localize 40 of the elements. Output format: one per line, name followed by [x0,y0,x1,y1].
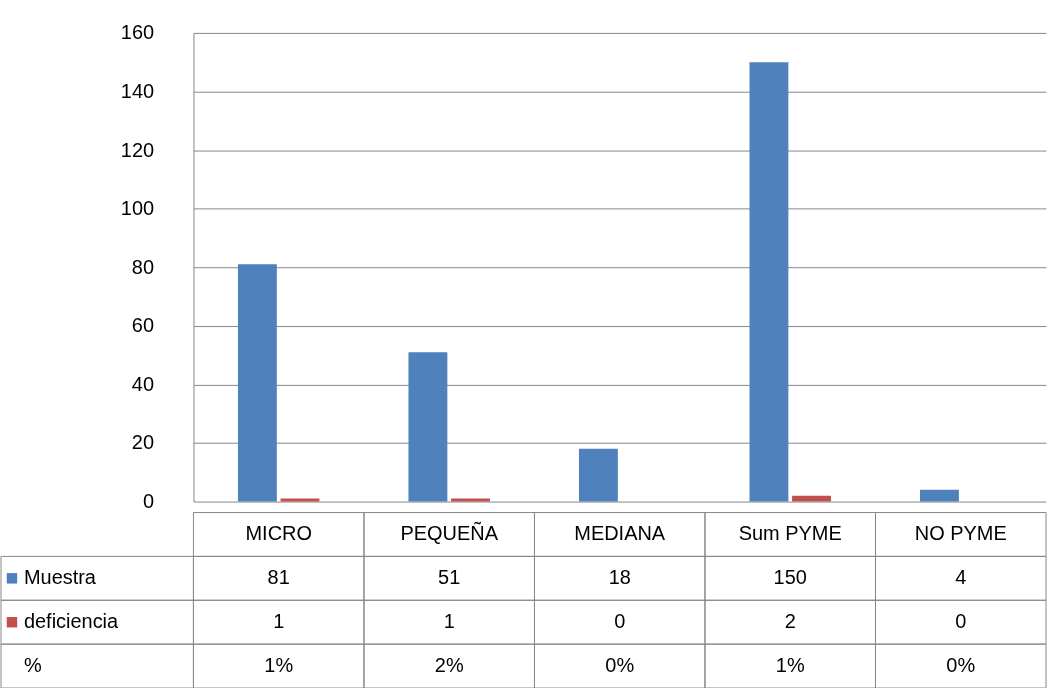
bar [408,352,448,502]
bar [280,498,320,502]
y-tick-label: 40 [131,372,155,395]
x-tick-label: NO PYME [914,522,1007,545]
legend-label: Muestra [23,566,97,589]
data-label: 2 [784,610,796,633]
bar [749,62,789,502]
bar [237,264,277,502]
data-label: 18 [608,566,631,589]
bar [792,495,831,502]
data-label: 4 [955,566,967,589]
x-tick-label: MICRO [245,522,312,545]
x-tick-label: Sum PYME [738,522,842,545]
y-tick-label: 140 [120,79,155,102]
y-tick-label: 160 [120,21,155,44]
legend-label: deficiencia [23,610,120,633]
data-label: 51 [438,566,461,589]
text: 1% [775,654,805,677]
bar [919,489,959,502]
data-label: 1 [443,610,455,633]
text: 2% [434,654,464,677]
y-tick-label: 0 [142,490,155,513]
data-label: 150 [773,566,807,589]
y-tick-label: 80 [131,255,155,278]
bar [578,448,618,502]
y-tick-label: 20 [131,431,155,454]
text: 0% [605,654,635,677]
data-label: 1 [273,610,285,633]
text: 1% [264,654,294,677]
bar [451,498,490,502]
y-tick-label: 100 [120,197,155,220]
data-label: 0 [614,610,626,633]
x-tick-label: PEQUEÑA [400,521,499,545]
data-label: 81 [267,566,290,589]
data-label: 0 [955,610,967,633]
y-tick-label: 60 [131,314,155,337]
text: % [23,654,42,677]
x-tick-label: MEDIANA [574,522,666,545]
text: 0% [946,654,976,677]
y-tick-label: 120 [120,138,155,161]
